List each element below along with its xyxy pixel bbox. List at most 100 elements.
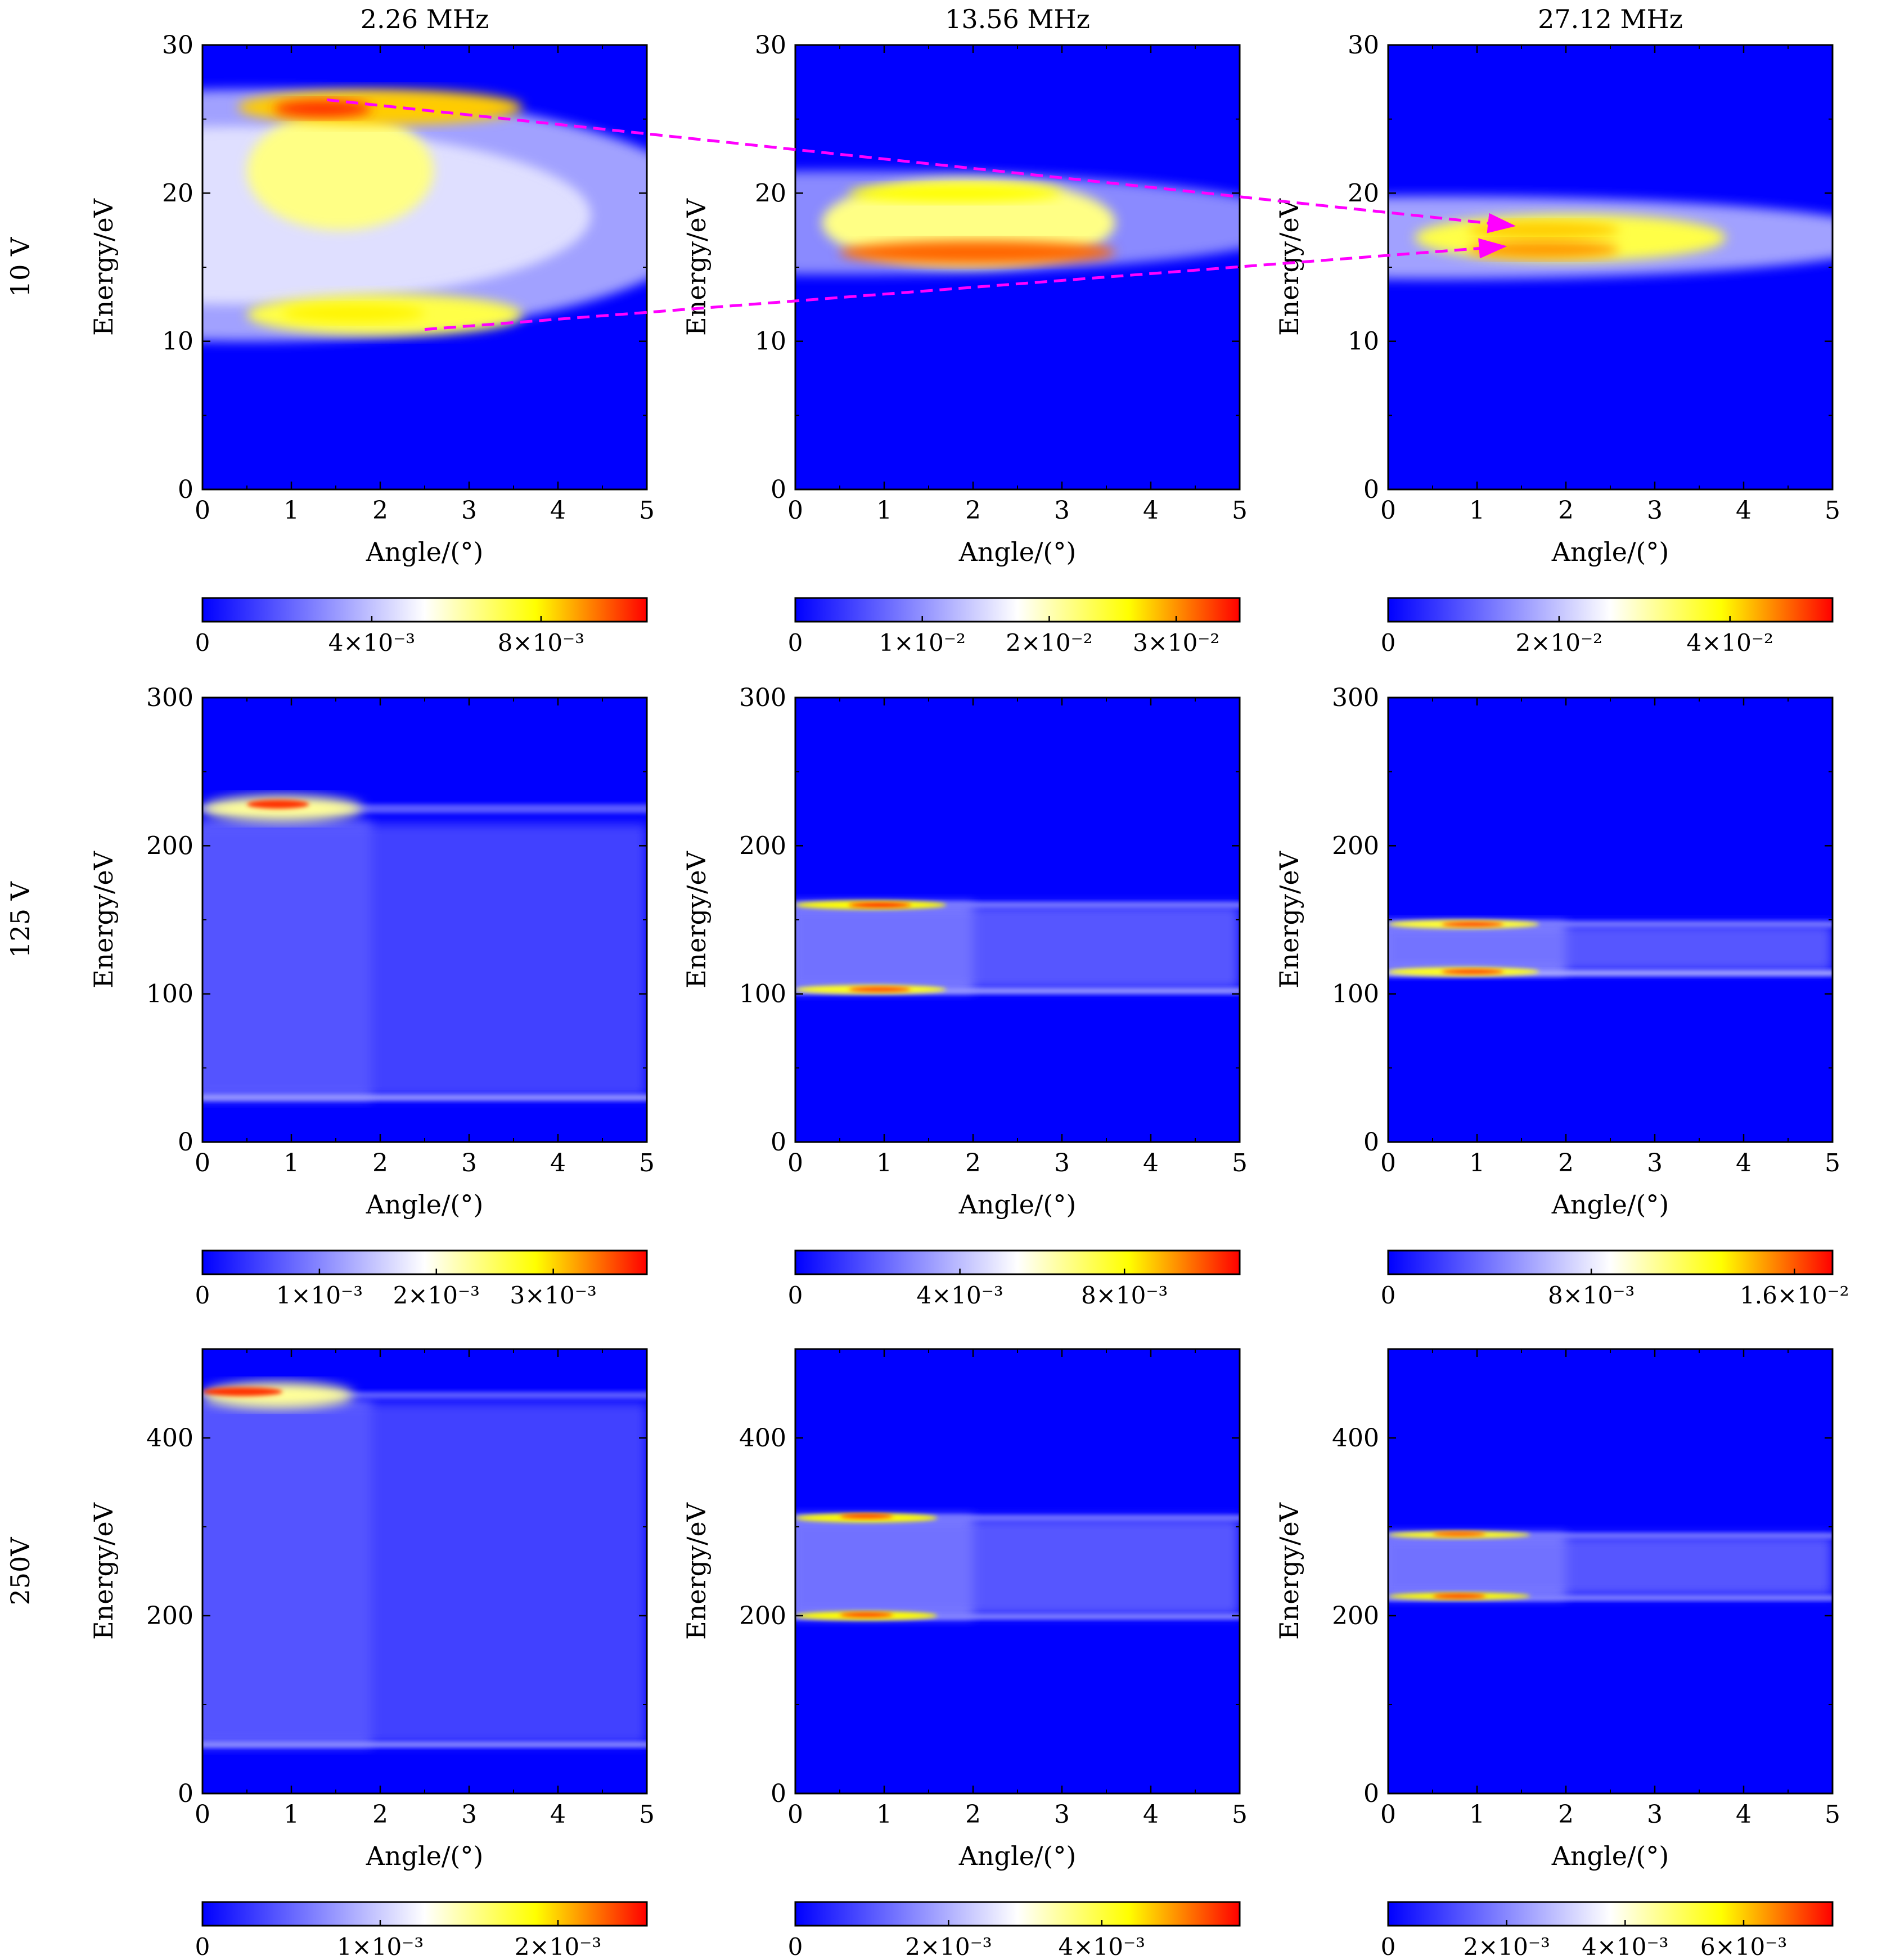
heatmap-feature (1388, 970, 1833, 977)
x-axis-label: Angle/(°) (366, 1841, 484, 1871)
heatmap-feature (840, 1612, 893, 1617)
colorbar-gradient (201, 1901, 648, 1927)
heatmap-panel-1: 0 1 2 3 4 5 0 10 20 30 Angle/(°) Energy/eV 2.26 MHz 0… (88, 4, 655, 657)
y-tick-label: 200 (739, 831, 786, 860)
heatmap-background (1388, 698, 1833, 1142)
heatmap-feature (795, 1518, 1240, 1616)
x-axis-label: Angle/(°) (366, 537, 484, 567)
colorbar-gradient (1387, 1901, 1834, 1927)
heatmap-feature (202, 823, 647, 1098)
heatmap-panel-8: 0 1 2 3 4 5 0 200 400 Angle/(°) Energy/eV 0 2×10⁻³ 4×… (681, 1348, 1248, 1960)
colorbar: 0 4×10⁻³ 8×10⁻³ (195, 597, 648, 657)
x-tick-label: 1 (876, 1149, 892, 1177)
colorbar-tick-label: 0 (195, 1933, 210, 1960)
y-tick-label: 0 (1363, 1128, 1379, 1157)
x-tick-label: 5 (639, 496, 655, 525)
row-label: 10 V (5, 237, 35, 297)
x-tick-label: 5 (1232, 496, 1248, 525)
x-tick-label: 0 (787, 1800, 803, 1829)
colorbar-tick-label: 1×10⁻³ (337, 1933, 424, 1960)
y-tick-label: 300 (146, 684, 193, 712)
heatmap-feature (1388, 1533, 1833, 1539)
heatmap-feature (1388, 1535, 1833, 1597)
x-tick-label: 0 (787, 496, 803, 525)
heatmap-feature (848, 987, 911, 992)
x-tick-label: 2 (372, 496, 388, 525)
colorbar-tick-label: 6×10⁻³ (1700, 1933, 1787, 1960)
x-tick-label: 3 (1647, 1800, 1663, 1829)
x-tick-label: 0 (195, 496, 210, 525)
x-tick-label: 2 (1558, 496, 1574, 525)
x-tick-label: 4 (1736, 496, 1752, 525)
x-tick-label: 4 (1143, 1800, 1159, 1829)
arrow-overlay (326, 98, 1516, 331)
x-tick-label: 1 (876, 1800, 892, 1829)
heatmap-field (202, 45, 647, 489)
x-tick-label: 1 (1469, 1800, 1485, 1829)
colorbar-gradient (794, 1901, 1241, 1927)
heatmap-panel-6: 0 1 2 3 4 5 0 100 200 300 Angle/(°) Energy/eV 0 8×10⁻… (1274, 684, 1849, 1309)
x-tick-label: 3 (1647, 496, 1663, 525)
y-tick-label: 30 (162, 31, 193, 60)
colorbar-tick-label: 2×10⁻³ (1463, 1933, 1550, 1960)
x-tick-label: 5 (1232, 1800, 1248, 1829)
x-tick-label: 3 (461, 1149, 477, 1177)
y-tick-label: 200 (1332, 831, 1379, 860)
colorbar-tick-label: 2×10⁻³ (393, 1282, 480, 1309)
x-tick-label: 5 (639, 1149, 655, 1177)
x-tick-label: 3 (1647, 1149, 1663, 1177)
panel-title: 2.26 MHz (361, 4, 489, 34)
colorbar-tick-label: 3×10⁻² (1133, 629, 1219, 657)
colorbar: 0 2×10⁻³ 4×10⁻³ 6×10⁻³ (1381, 1901, 1834, 1960)
y-axis-label: Energy/eV (88, 198, 119, 336)
y-tick-label: 0 (178, 1779, 193, 1808)
x-tick-label: 0 (1380, 1800, 1396, 1829)
heatmap-panel-5: 0 1 2 3 4 5 0 100 200 300 Angle/(°) Energy/eV 0 4×10⁻… (681, 684, 1248, 1309)
colorbar-tick-label: 0 (195, 1282, 210, 1309)
x-axis-label: Angle/(°) (958, 537, 1077, 567)
colorbar-tick-label: 4×10⁻² (1687, 629, 1773, 657)
colorbar-tick-label: 4×10⁻³ (916, 1282, 1003, 1309)
x-axis-label: Angle/(°) (958, 1841, 1077, 1871)
y-tick-label: 0 (1363, 1779, 1379, 1808)
colorbar-gradient (201, 597, 648, 623)
colorbar-tick-label: 8×10⁻³ (498, 629, 584, 657)
y-tick-label: 0 (1363, 475, 1379, 504)
colorbar-gradient (794, 597, 1241, 623)
y-axis-label: Energy/eV (1274, 851, 1304, 988)
heatmap-panel-2: 0 1 2 3 4 5 0 10 20 30 Angle/(°) Energy/eV 13.56 MHz… (681, 4, 1248, 657)
colorbar-tick-label: 0 (788, 1933, 803, 1960)
heatmap-feature (202, 1402, 647, 1745)
heatmap-field (1388, 1349, 1833, 1793)
heatmap-feature (1388, 1595, 1833, 1601)
heatmap-feature (247, 111, 434, 231)
y-tick-label: 100 (739, 980, 786, 1009)
colorbar: 0 4×10⁻³ 8×10⁻³ (788, 1249, 1241, 1309)
y-tick-label: 20 (755, 179, 786, 208)
x-tick-label: 3 (1054, 1149, 1070, 1177)
x-tick-label: 4 (550, 1800, 566, 1829)
x-axis-label: Angle/(°) (958, 1189, 1077, 1220)
heatmap-feature (795, 905, 1240, 990)
heatmap-field (202, 1349, 647, 1793)
x-tick-label: 3 (1054, 496, 1070, 525)
heatmap-feature (795, 1613, 1240, 1620)
x-tick-label: 1 (876, 496, 892, 525)
x-tick-label: 4 (550, 496, 566, 525)
colorbar-gradient (1387, 1249, 1834, 1275)
x-tick-label: 3 (461, 1800, 477, 1829)
x-axis-label: Angle/(°) (366, 1189, 484, 1220)
x-tick-label: 3 (1054, 1800, 1070, 1829)
heatmap-field (202, 698, 647, 1142)
colorbar-tick-label: 0 (195, 629, 210, 657)
x-tick-label: 1 (283, 1149, 299, 1177)
x-tick-label: 4 (1736, 1149, 1752, 1177)
colorbar-tick-label: 2×10⁻² (1516, 629, 1602, 657)
colorbar-tick-label: 8×10⁻³ (1548, 1282, 1635, 1309)
heatmap-feature (848, 902, 911, 907)
colorbar-tick-label: 0 (1381, 1933, 1396, 1960)
y-tick-label: 0 (771, 1128, 786, 1157)
heatmap-panel-9: 0 1 2 3 4 5 0 200 400 Angle/(°) Energy/eV 0 2×10⁻³ 4×… (1274, 1348, 1840, 1960)
x-tick-label: 0 (787, 1149, 803, 1177)
colorbar-tick-label: 0 (1381, 1282, 1396, 1309)
